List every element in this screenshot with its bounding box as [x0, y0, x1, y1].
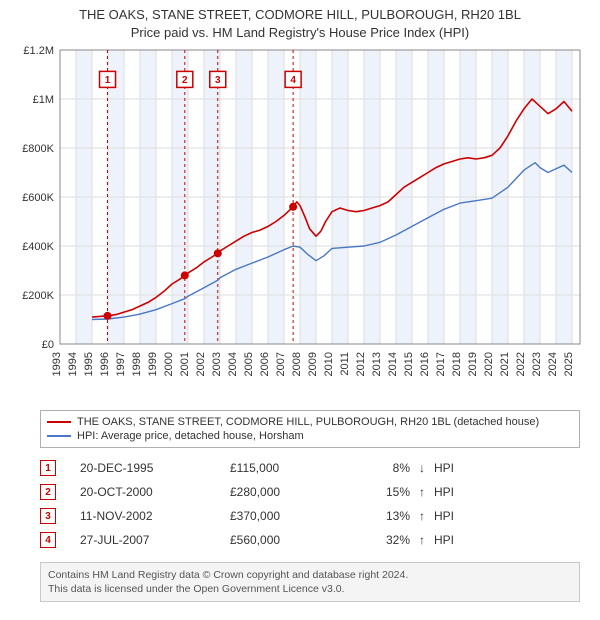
- transaction-pct: 15%: [350, 485, 414, 499]
- x-tick-label: 2011: [339, 352, 351, 376]
- transaction-date: 27-JUL-2007: [80, 533, 230, 547]
- footer-attribution: Contains HM Land Registry data © Crown c…: [40, 562, 580, 602]
- transaction-date: 20-OCT-2000: [80, 485, 230, 499]
- chart-svg: £0 £200K £400K £600K £800K £1M £1.2M 1993 1994 19…: [10, 44, 590, 400]
- legend-swatch: [47, 435, 71, 437]
- x-tick-label: 1993: [51, 352, 63, 376]
- svg-text:4: 4: [290, 75, 296, 86]
- arrow-up-icon: ↑: [414, 533, 430, 547]
- x-tick-label: 2010: [323, 352, 335, 376]
- chart-marker-1: 1: [100, 71, 116, 87]
- transaction-hpi-label: HPI: [430, 485, 580, 499]
- transaction-marker: 2: [40, 484, 56, 500]
- transaction-row: 2 20-OCT-2000£280,00015%↑HPI: [40, 480, 580, 504]
- footer-line-2: This data is licensed under the Open Gov…: [48, 582, 572, 596]
- x-tick-label: 2002: [195, 352, 207, 376]
- x-tick-label: 2025: [563, 352, 575, 376]
- transaction-marker: 1: [40, 460, 56, 476]
- x-tick-label: 2019: [467, 352, 479, 376]
- x-tick-label: 2018: [451, 352, 463, 376]
- x-tick-label: 2004: [227, 352, 239, 376]
- x-tick-label: 2006: [259, 352, 271, 376]
- title-line-2: Price paid vs. HM Land Registry's House …: [0, 24, 600, 42]
- transaction-price: £280,000: [230, 485, 350, 499]
- x-tick-label: 2012: [355, 352, 367, 376]
- transaction-date: 20-DEC-1995: [80, 461, 230, 475]
- arrow-up-icon: ↑: [414, 485, 430, 499]
- legend-item: HPI: Average price, detached house, Hors…: [47, 429, 573, 443]
- transaction-pct: 13%: [350, 509, 414, 523]
- transaction-marker: 3: [40, 508, 56, 524]
- svg-text:3: 3: [215, 75, 221, 86]
- legend-item: THE OAKS, STANE STREET, CODMORE HILL, PU…: [47, 415, 573, 429]
- x-tick-label: 1997: [115, 352, 127, 376]
- chart-marker-2: 2: [177, 71, 193, 87]
- transactions-table: 120-DEC-1995£115,0008%↓HPI220-OCT-2000£2…: [40, 456, 580, 552]
- y-tick-label: £200K: [22, 290, 54, 302]
- x-tick-label: 2013: [371, 352, 383, 376]
- x-tick-label: 1999: [147, 352, 159, 376]
- chart-title: THE OAKS, STANE STREET, CODMORE HILL, PU…: [0, 0, 600, 41]
- transaction-row: 3 11-NOV-2002£370,00013%↑HPI: [40, 504, 580, 528]
- price-chart: £0 £200K £400K £600K £800K £1M £1.2M 1993 1994 19…: [10, 44, 590, 400]
- arrow-down-icon: ↓: [414, 461, 430, 475]
- x-tick-label: 2024: [547, 352, 559, 376]
- x-tick-label: 2007: [275, 352, 287, 376]
- x-tick-label: 2009: [307, 352, 319, 376]
- x-tick-label: 2021: [499, 352, 511, 376]
- legend-swatch: [47, 421, 71, 423]
- chart-marker-4: 4: [285, 71, 301, 87]
- transaction-price: £560,000: [230, 533, 350, 547]
- x-tick-label: 1996: [99, 352, 111, 376]
- svg-text:2: 2: [182, 75, 188, 86]
- x-tick-label: 2017: [435, 352, 447, 376]
- x-tick-label: 2022: [515, 352, 527, 376]
- x-tick-label: 2015: [403, 352, 415, 376]
- legend-label: HPI: Average price, detached house, Hors…: [77, 430, 304, 442]
- transaction-date: 11-NOV-2002: [80, 509, 230, 523]
- x-tick-label: 2005: [243, 352, 255, 376]
- y-tick-label: £600K: [22, 192, 54, 204]
- y-tick-label: £1.2M: [23, 45, 54, 57]
- footer-line-1: Contains HM Land Registry data © Crown c…: [48, 568, 572, 582]
- x-tick-label: 2020: [483, 352, 495, 376]
- chart-marker-3: 3: [210, 71, 226, 87]
- y-tick-label: £1M: [33, 94, 54, 106]
- transaction-price: £115,000: [230, 461, 350, 475]
- x-tick-label: 2003: [211, 352, 223, 376]
- transaction-hpi-label: HPI: [430, 533, 580, 547]
- transaction-pct: 8%: [350, 461, 414, 475]
- y-tick-label: £800K: [22, 143, 54, 155]
- legend-label: THE OAKS, STANE STREET, CODMORE HILL, PU…: [77, 416, 539, 428]
- legend: THE OAKS, STANE STREET, CODMORE HILL, PU…: [40, 410, 580, 448]
- y-tick-label: £400K: [22, 241, 54, 253]
- x-tick-label: 1994: [67, 352, 79, 376]
- x-tick-label: 2016: [419, 352, 431, 376]
- transaction-pct: 32%: [350, 533, 414, 547]
- x-tick-label: 2008: [291, 352, 303, 376]
- x-tick-label: 1995: [83, 352, 95, 376]
- x-tick-label: 1998: [131, 352, 143, 376]
- transaction-row: 4 27-JUL-2007£560,00032%↑HPI: [40, 528, 580, 552]
- transaction-row: 1 20-DEC-1995£115,0008%↓HPI: [40, 456, 580, 480]
- y-tick-label: £0: [42, 339, 54, 351]
- transaction-hpi-label: HPI: [430, 461, 580, 475]
- transaction-marker: 4: [40, 532, 56, 548]
- x-tick-label: 2000: [163, 352, 175, 376]
- x-tick-label: 2001: [179, 352, 191, 376]
- x-tick-label: 2023: [531, 352, 543, 376]
- arrow-up-icon: ↑: [414, 509, 430, 523]
- svg-text:1: 1: [105, 75, 111, 86]
- transaction-hpi-label: HPI: [430, 509, 580, 523]
- title-line-1: THE OAKS, STANE STREET, CODMORE HILL, PU…: [0, 6, 600, 24]
- x-tick-label: 2014: [387, 352, 399, 376]
- transaction-price: £370,000: [230, 509, 350, 523]
